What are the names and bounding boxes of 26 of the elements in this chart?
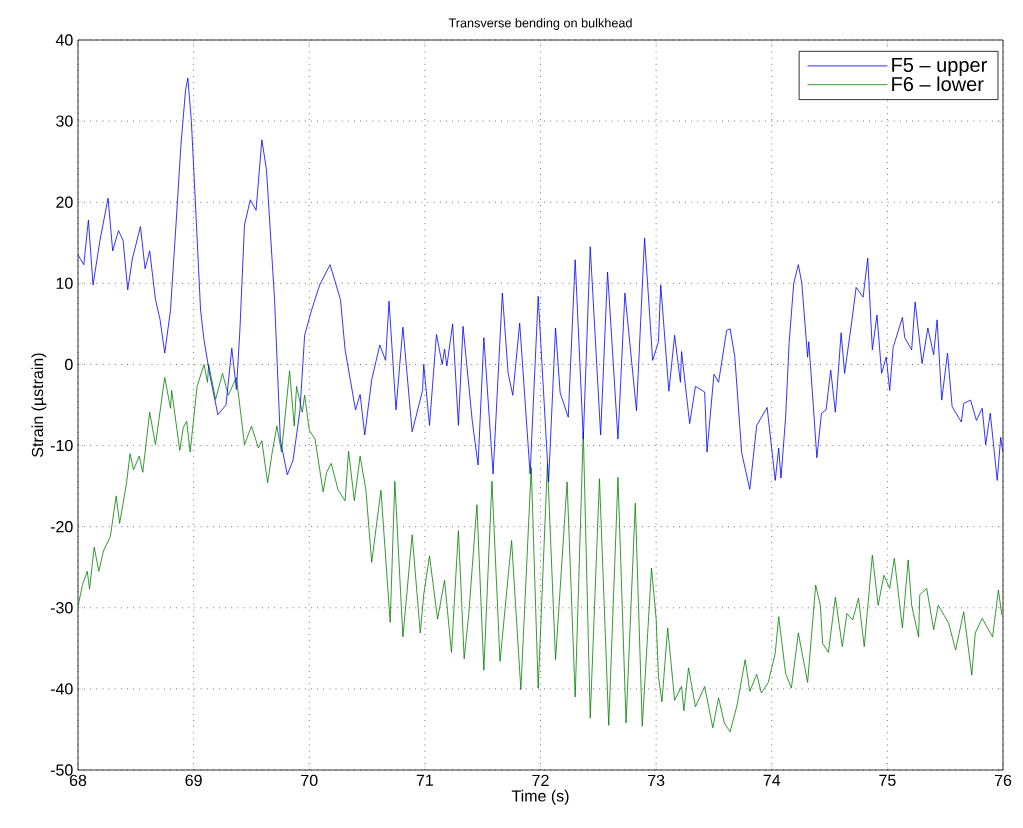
line-series: [78, 364, 1003, 733]
legend-label: F5 – upper: [892, 58, 987, 76]
x-tick-label: 68: [69, 774, 87, 787]
x-tick-label: 74: [763, 774, 781, 786]
x-tick-label: 69: [185, 774, 202, 787]
y-tick-label: -30: [50, 602, 73, 614]
x-axis-title: Time (s): [511, 789, 569, 805]
y-tick-label: -50: [50, 764, 73, 776]
y-tick-label: -20: [50, 521, 73, 533]
x-tick-label: 76: [994, 774, 1012, 787]
y-tick-label: 40: [55, 34, 73, 46]
x-tick-label: 70: [301, 774, 318, 787]
y-tick-label: 20: [56, 196, 73, 208]
x-tick-label: 72: [532, 774, 549, 786]
chart-title: Transverse bending on bulkhead: [448, 18, 632, 30]
x-tick-label: 75: [879, 774, 896, 786]
line-series: [78, 77, 1004, 490]
x-tick-label: 73: [648, 774, 665, 787]
y-axis-title: Strain (µstrain): [31, 353, 47, 457]
y-tick-label: 10: [56, 277, 73, 289]
y-tick-label: -10: [50, 439, 73, 452]
y-tick-label: 0: [65, 358, 73, 371]
legend-label: F6 – lower: [892, 76, 984, 92]
y-tick-label: -40: [50, 683, 73, 695]
y-tick-label: 30: [56, 115, 73, 127]
x-tick-label: 71: [416, 774, 433, 786]
